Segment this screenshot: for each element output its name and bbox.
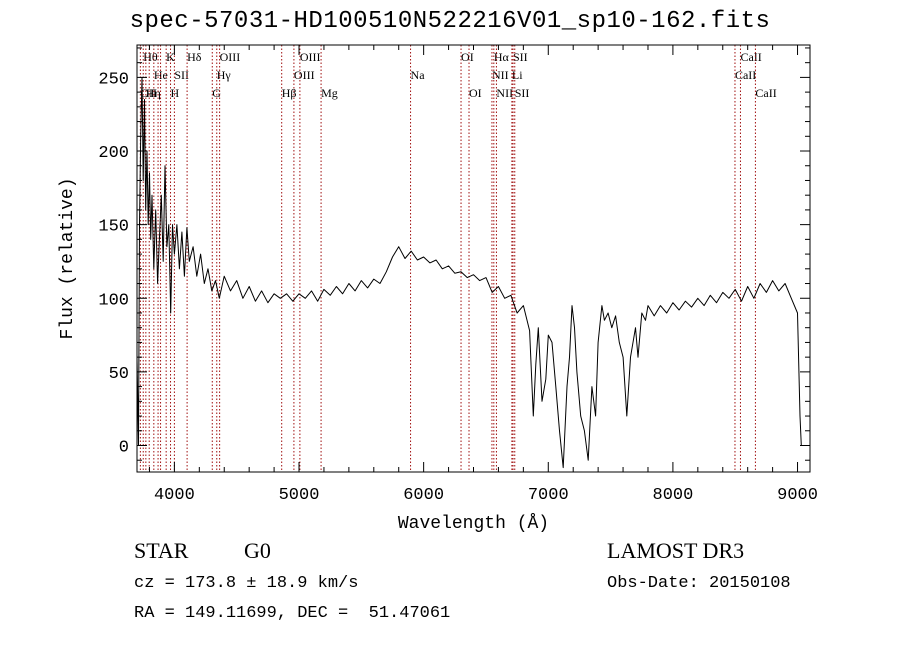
- spectrum-series: [136, 76, 802, 469]
- survey-name: LAMOST DR3: [607, 538, 745, 563]
- line-marker-label: CaII: [735, 68, 756, 82]
- line-marker-label: SII: [515, 86, 530, 100]
- line-marker-label: CaII: [755, 86, 776, 100]
- line-marker-label: OII: [140, 86, 157, 100]
- x-tick-label: 9000: [777, 486, 818, 505]
- x-axis-label: Wavelength (Å): [398, 513, 549, 534]
- line-marker-label: Mg: [321, 86, 338, 100]
- x-tick-label: 6000: [403, 486, 444, 505]
- line-marker-label: OIII: [220, 50, 241, 64]
- line-marker-label: Hγ: [217, 68, 232, 82]
- y-tick-label: 50: [109, 365, 129, 384]
- y-tick-label: 200: [98, 144, 129, 163]
- y-axis-label: Flux (relative): [58, 177, 78, 339]
- line-marker-label: Na: [411, 68, 426, 82]
- object-subclass: G0: [244, 538, 271, 563]
- line-marker-label: Hη: [146, 86, 161, 100]
- line-marker-label: SII: [513, 50, 528, 64]
- line-marker-label: OIII: [294, 68, 315, 82]
- y-tick-label: 150: [98, 218, 129, 237]
- line-marker-label: OI: [461, 50, 474, 64]
- line-marker-label: SII: [174, 68, 189, 82]
- line-marker-label: Li: [512, 68, 523, 82]
- line-marker-label: NII: [492, 68, 509, 82]
- line-marker-label: CaII: [740, 50, 761, 64]
- object-class: STAR: [134, 538, 189, 563]
- plot-frame: [136, 44, 811, 473]
- line-marker-label: OI: [469, 86, 482, 100]
- x-tick-label: 4000: [154, 486, 195, 505]
- observation-date: Obs-Date: 20150108: [607, 574, 791, 593]
- line-marker-label: Hα: [494, 50, 510, 64]
- chart-title: spec-57031-HD100510N522216V01_sp10-162.f…: [129, 8, 771, 35]
- x-tick-label: 8000: [653, 486, 694, 505]
- x-tick-label: 5000: [279, 486, 320, 505]
- y-tick-label: 100: [98, 291, 129, 310]
- redshift-cz: cz = 173.8 ± 18.9 km/s: [134, 574, 359, 593]
- line-marker-label: Hδ: [187, 50, 202, 64]
- line-marker-label: G: [212, 86, 221, 100]
- line-marker-label: OIII: [300, 50, 321, 64]
- line-marker-label: Hβ: [282, 86, 297, 100]
- x-tick-label: 7000: [528, 486, 569, 505]
- line-marker-label: H: [171, 86, 180, 100]
- coordinates: RA = 149.11699, DEC = 51.47061: [134, 604, 451, 623]
- line-marker-label: NII: [496, 86, 513, 100]
- y-tick-label: 0: [119, 438, 129, 457]
- line-marker-label: He: [154, 68, 168, 82]
- y-tick-label: 250: [98, 70, 129, 89]
